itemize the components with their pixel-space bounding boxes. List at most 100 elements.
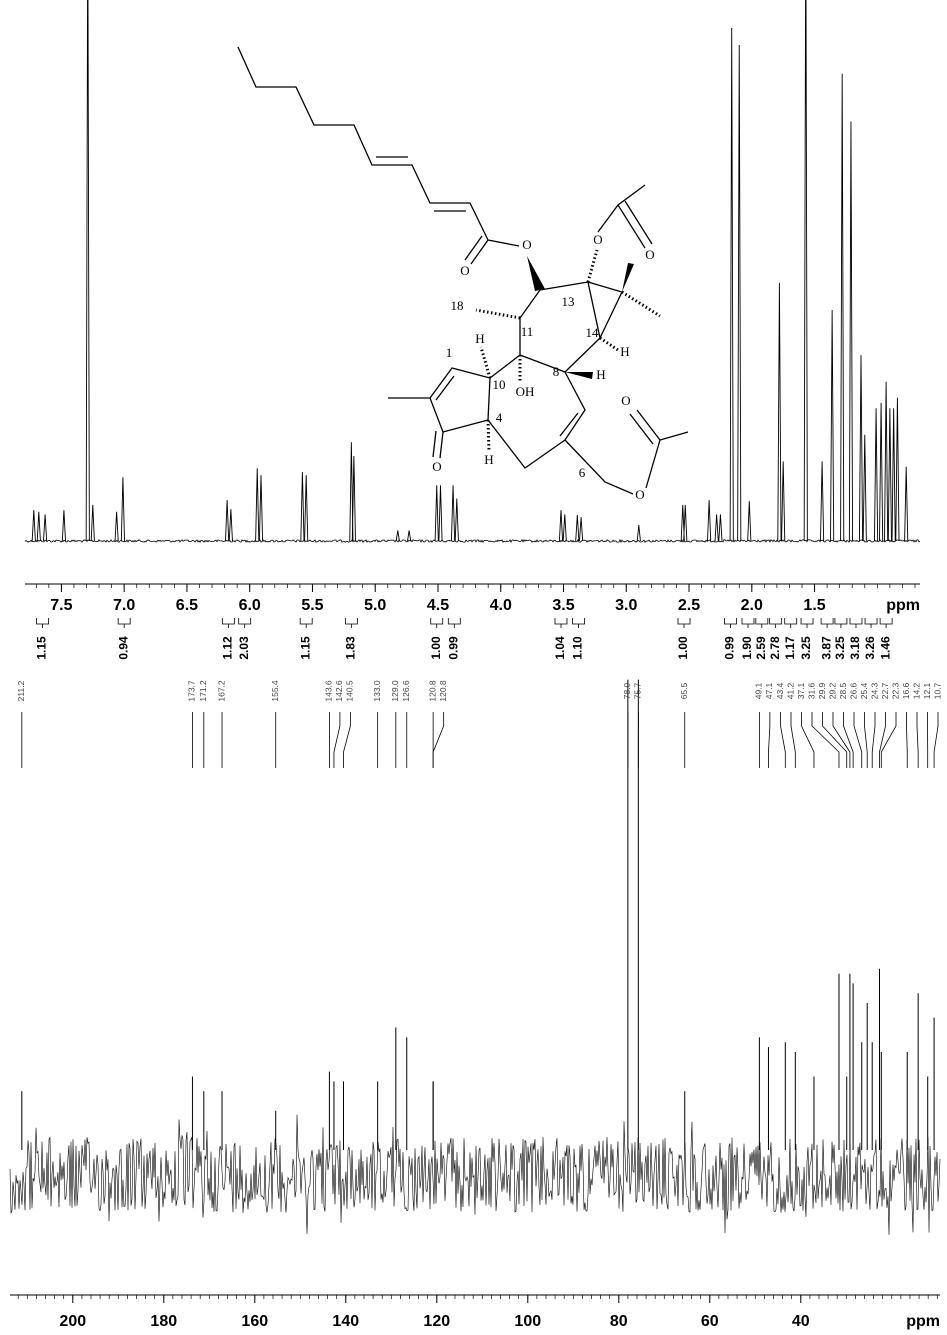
x-tick-label: 6.5 (176, 597, 198, 614)
x-tick-label: 7.5 (50, 597, 72, 614)
peak (450, 485, 456, 542)
integral-bracket (238, 618, 252, 628)
wedge-bond (527, 256, 545, 291)
peak-leader (780, 712, 786, 768)
peak (874, 408, 879, 542)
peak-leader (811, 712, 840, 768)
x-tick-label: 120 (423, 1313, 450, 1330)
x-tick-label: 100 (514, 1313, 541, 1330)
peak (36, 511, 41, 542)
integral-bracket (849, 618, 863, 628)
integral-label: 1.04 (553, 636, 567, 660)
hashed-bond (475, 249, 661, 452)
peak (714, 514, 719, 542)
integral-label: 2.59 (754, 636, 768, 660)
peak (820, 461, 825, 542)
peak (840, 73, 845, 542)
peak-label: 211.2 (16, 680, 26, 701)
x-tick-label: 1.5 (803, 597, 825, 614)
peak-label: 126.6 (401, 680, 411, 702)
atom-label: 18 (451, 298, 464, 313)
integral-label: 1.17 (783, 636, 797, 660)
peak-leader (864, 712, 868, 768)
atom-label: O (522, 237, 531, 252)
integral-bracket (864, 618, 878, 628)
integral-bracket (344, 618, 358, 628)
peak (349, 442, 354, 542)
integral-bracket (769, 618, 783, 628)
peak-label: 43.4 (775, 682, 785, 699)
peak (904, 466, 909, 542)
atom-label: 11 (521, 324, 534, 339)
peak (228, 509, 233, 542)
atom-label: 14 (586, 325, 600, 340)
peak (300, 471, 305, 542)
x-tick-label: 2.0 (741, 597, 763, 614)
atom-label: O (635, 487, 644, 502)
peak (830, 310, 835, 542)
peak (887, 408, 892, 542)
integral-bracket (879, 618, 893, 628)
peak-label: 133.0 (372, 680, 382, 702)
x-tick-label: 180 (150, 1313, 177, 1330)
peak (43, 514, 48, 542)
peak-label: 171.2 (198, 680, 208, 702)
integral-label: 1.90 (740, 636, 754, 660)
peak-leader (432, 712, 445, 768)
peak (729, 28, 734, 542)
integral-bracket (834, 618, 848, 628)
peak-label: 155.4 (270, 680, 280, 702)
peak (737, 45, 742, 542)
peak (579, 517, 584, 542)
integral-label: 3.18 (848, 636, 862, 660)
integral-label: 0.99 (446, 636, 460, 660)
integral-bracket (447, 618, 461, 628)
integral-label: 3.87 (819, 636, 833, 660)
peak (848, 121, 854, 542)
peak (438, 485, 443, 542)
atom-label: H (475, 331, 484, 346)
peak-label: 167.2 (216, 680, 226, 702)
peak (575, 514, 580, 542)
peak-label: 37.1 (796, 682, 806, 699)
integral-bracket (554, 618, 568, 628)
integral-label: 1.46 (878, 636, 892, 660)
peak-label: 140.5 (345, 680, 355, 702)
x-tick-label: 2.5 (678, 597, 700, 614)
peak-leader (916, 712, 919, 768)
integral-bracket (724, 618, 737, 628)
peak-leader (933, 712, 939, 768)
x-tick-label: 160 (241, 1313, 268, 1330)
integral-bracket (430, 618, 444, 628)
peak-leader (343, 712, 351, 768)
peak-leader (768, 712, 771, 768)
x-axis-label: ppm (886, 597, 920, 614)
x-tick-label: 5.5 (301, 597, 323, 614)
peak-label: 65.5 (679, 682, 689, 699)
integral-bracket (677, 618, 691, 628)
peak (803, 0, 808, 542)
peak (884, 381, 889, 542)
peak (747, 501, 752, 542)
peak-label: 47.1 (764, 682, 774, 699)
peak (120, 477, 125, 542)
atom-label: O (460, 263, 469, 278)
integral-bracket (755, 618, 769, 628)
peak-label: 31.6 (806, 682, 816, 699)
peak-leader (832, 712, 851, 768)
peak-leader (879, 712, 886, 768)
peak-label: 29.2 (827, 682, 837, 699)
peak (351, 456, 356, 542)
integral-label: 3.26 (863, 636, 877, 660)
atom-label: 4 (496, 410, 503, 425)
hashed-bonds (475, 249, 661, 452)
peak-label: 120.8 (438, 680, 448, 702)
bonds (237, 46, 689, 495)
peak (85, 0, 90, 542)
atom-label: 8 (553, 364, 560, 379)
peak (707, 500, 712, 542)
peak (61, 510, 66, 542)
